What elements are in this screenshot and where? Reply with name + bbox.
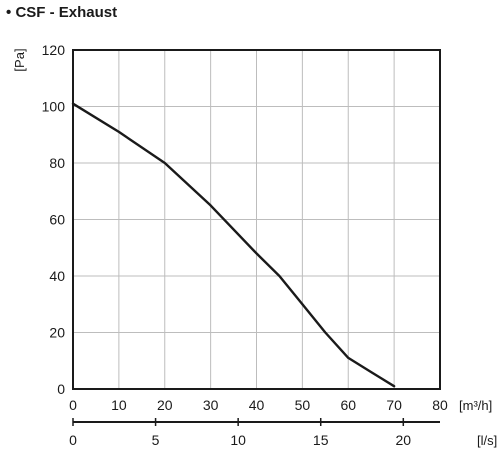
x-tick-label: 20 [157,397,173,413]
x-tick-label: 0 [69,397,77,413]
x-tick-label: 70 [386,397,402,413]
x-tick-label: 80 [432,397,448,413]
x-axis-label-secondary: [l/s] [477,433,497,448]
tick-labels: 0 10 20 30 40 50 60 70 80 0 20 40 60 80 100 120 [42,42,448,413]
y-tick-label: 20 [49,325,65,341]
secondary-axis: 0 5 10 15 20 [69,418,440,448]
x-tick-label: 50 [295,397,311,413]
pressure-curve [71,102,396,388]
x-tick-label: 30 [203,397,219,413]
x-tick-label: 60 [340,397,356,413]
y-tick-label: 40 [49,268,65,284]
plot-frame [72,49,441,390]
y-tick-label: 0 [57,381,65,397]
secondary-tick-label: 15 [313,432,329,448]
chart-title: • CSF - Exhaust [6,4,117,21]
y-tick-label: 80 [49,155,65,171]
secondary-tick-label: 0 [69,432,77,448]
secondary-tick-label: 5 [152,432,160,448]
x-tick-label: 40 [249,397,265,413]
y-tick-label: 100 [42,99,66,115]
grid [72,49,441,390]
secondary-tick-label: 10 [230,432,246,448]
title-bullet: • [6,4,12,21]
y-tick-label: 60 [49,212,65,228]
y-axis-label: [Pa] [12,48,27,71]
secondary-tick-label: 20 [396,432,412,448]
title-text: CSF - Exhaust [15,4,118,21]
x-axis-label-primary: [m³/h] [459,398,492,413]
y-tick-label: 120 [42,42,66,58]
x-tick-label: 10 [111,397,127,413]
